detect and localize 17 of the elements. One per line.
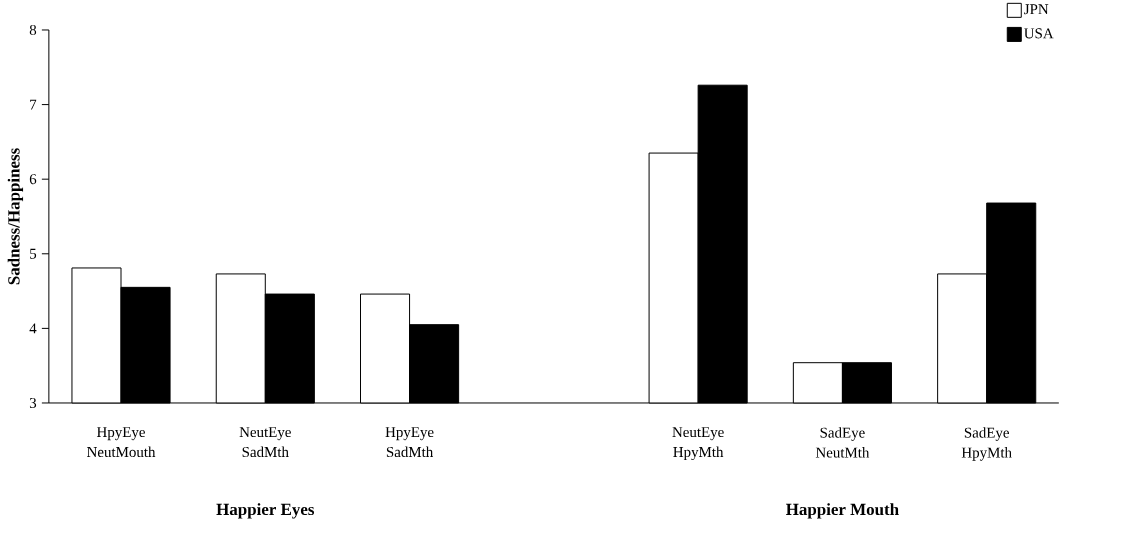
y-tick-label: 8: [29, 24, 37, 36]
legend-label: JPN: [1024, 4, 1049, 15]
text: Happier Mouth: [786, 503, 899, 519]
x-tick-label: NeutEye SadMth: [239, 427, 291, 458]
y-tick-label: 6: [29, 174, 37, 185]
x-tick-label: HpyEye NeutMouth: [86, 427, 156, 458]
x-tick-label: SadEye HpyMth: [961, 427, 1012, 461]
y-tick-label: 4: [29, 323, 37, 334]
y-tick-label: 5: [30, 248, 37, 259]
x-tick-label: SadEye NeutMth: [815, 427, 870, 458]
y-tick-label: 3: [29, 397, 37, 408]
x-tick-label: NeutEye HpyMth: [672, 427, 724, 461]
y-axis-title: Sadness/Happiness: [7, 148, 24, 285]
text: Happier Eyes: [216, 503, 315, 519]
x-tick-label: HpyEye SadMth: [385, 427, 434, 458]
legend-label: USA: [1024, 28, 1054, 39]
y-tick-label: 7: [30, 99, 37, 110]
